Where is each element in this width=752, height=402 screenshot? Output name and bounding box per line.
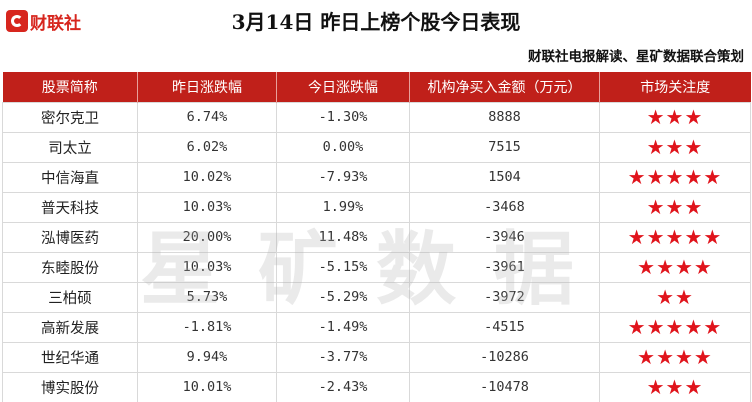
- table-row: 世纪华通 9.94% -3.77% -10286 ★★★★: [2, 341, 751, 373]
- table-row: 泓博医药 20.00% 11.48% -3946 ★★★★★: [2, 221, 751, 253]
- cell-yesterday: -1.81%: [137, 311, 277, 343]
- cell-net-buy: -3961: [409, 251, 600, 283]
- cell-yesterday: 6.02%: [137, 131, 277, 163]
- cell-today: -5.29%: [276, 281, 410, 313]
- cell-today: -7.93%: [276, 161, 410, 193]
- cell-today: -3.77%: [276, 341, 410, 373]
- cell-today: -1.49%: [276, 311, 410, 343]
- cell-yesterday: 6.74%: [137, 101, 277, 133]
- table-row: 高新发展 -1.81% -1.49% -4515 ★★★★★: [2, 311, 751, 343]
- table-row: 东睦股份 10.03% -5.15% -3961 ★★★★: [2, 251, 751, 283]
- cell-net-buy: -4515: [409, 311, 600, 343]
- table-row: 司太立 6.02% 0.00% 7515 ★★★: [2, 131, 751, 163]
- cell-net-buy: 7515: [409, 131, 600, 163]
- table-row: 三柏硕 5.73% -5.29% -3972 ★★: [2, 281, 751, 313]
- cell-stars: ★★★★: [599, 251, 751, 283]
- cell-yesterday: 10.03%: [137, 191, 277, 223]
- cell-name: 普天科技: [2, 191, 138, 223]
- cell-name: 密尔克卫: [2, 101, 138, 133]
- cell-yesterday: 5.73%: [137, 281, 277, 313]
- cell-name: 东睦股份: [2, 251, 138, 283]
- table-row: 博实股份 10.01% -2.43% -10478 ★★★: [2, 371, 751, 402]
- cell-stars: ★★★: [599, 371, 751, 402]
- cell-today: -5.15%: [276, 251, 410, 283]
- cell-net-buy: -3946: [409, 221, 600, 253]
- cell-name: 博实股份: [2, 371, 138, 402]
- cell-net-buy: -3972: [409, 281, 600, 313]
- cell-today: 1.99%: [276, 191, 410, 223]
- logo: 财联社: [6, 8, 81, 34]
- header-today-change: 今日涨跌幅: [276, 72, 410, 102]
- cell-stars: ★★★: [599, 101, 751, 133]
- table-row: 普天科技 10.03% 1.99% -3468 ★★★: [2, 191, 751, 223]
- cell-yesterday: 9.94%: [137, 341, 277, 373]
- cell-net-buy: 8888: [409, 101, 600, 133]
- cell-name: 泓博医药: [2, 221, 138, 253]
- cell-stars: ★★★★★: [599, 221, 751, 253]
- logo-c-icon: [6, 10, 28, 32]
- cell-yesterday: 10.01%: [137, 371, 277, 402]
- cell-today: -1.30%: [276, 101, 410, 133]
- table-row: 密尔克卫 6.74% -1.30% 8888 ★★★: [2, 101, 751, 133]
- cell-net-buy: 1504: [409, 161, 600, 193]
- cell-name: 世纪华通: [2, 341, 138, 373]
- cell-yesterday: 10.03%: [137, 251, 277, 283]
- cell-stars: ★★: [599, 281, 751, 313]
- cell-stars: ★★★: [599, 191, 751, 223]
- header-net-buy: 机构净买入金额（万元）: [409, 72, 600, 102]
- table-header-row: 股票简称 昨日涨跌幅 今日涨跌幅 机构净买入金额（万元） 市场关注度: [2, 72, 751, 102]
- logo-text: 财联社: [30, 13, 81, 34]
- cell-name: 高新发展: [2, 311, 138, 343]
- cell-stars: ★★★★★: [599, 311, 751, 343]
- cell-name: 三柏硕: [2, 281, 138, 313]
- cell-yesterday: 20.00%: [137, 221, 277, 253]
- cell-today: -2.43%: [276, 371, 410, 402]
- cell-stars: ★★★★: [599, 341, 751, 373]
- cell-net-buy: -10286: [409, 341, 600, 373]
- cell-net-buy: -10478: [409, 371, 600, 402]
- cell-today: 11.48%: [276, 221, 410, 253]
- header-stock-name: 股票简称: [2, 72, 138, 102]
- cell-name: 中信海直: [2, 161, 138, 193]
- page-title: 3月14日 昨日上榜个股今日表现: [231, 10, 521, 34]
- cell-net-buy: -3468: [409, 191, 600, 223]
- cell-stars: ★★★★★: [599, 161, 751, 193]
- cell-today: 0.00%: [276, 131, 410, 163]
- header-yesterday-change: 昨日涨跌幅: [137, 72, 277, 102]
- table-row: 中信海直 10.02% -7.93% 1504 ★★★★★: [2, 161, 751, 193]
- stock-table: 股票简称 昨日涨跌幅 今日涨跌幅 机构净买入金额（万元） 市场关注度 密尔克卫 …: [2, 72, 751, 402]
- cell-stars: ★★★: [599, 131, 751, 163]
- header-attention: 市场关注度: [599, 72, 751, 102]
- cell-yesterday: 10.02%: [137, 161, 277, 193]
- cell-name: 司太立: [2, 131, 138, 163]
- page-subtitle: 财联社电报解读、星矿数据联合策划: [528, 49, 744, 65]
